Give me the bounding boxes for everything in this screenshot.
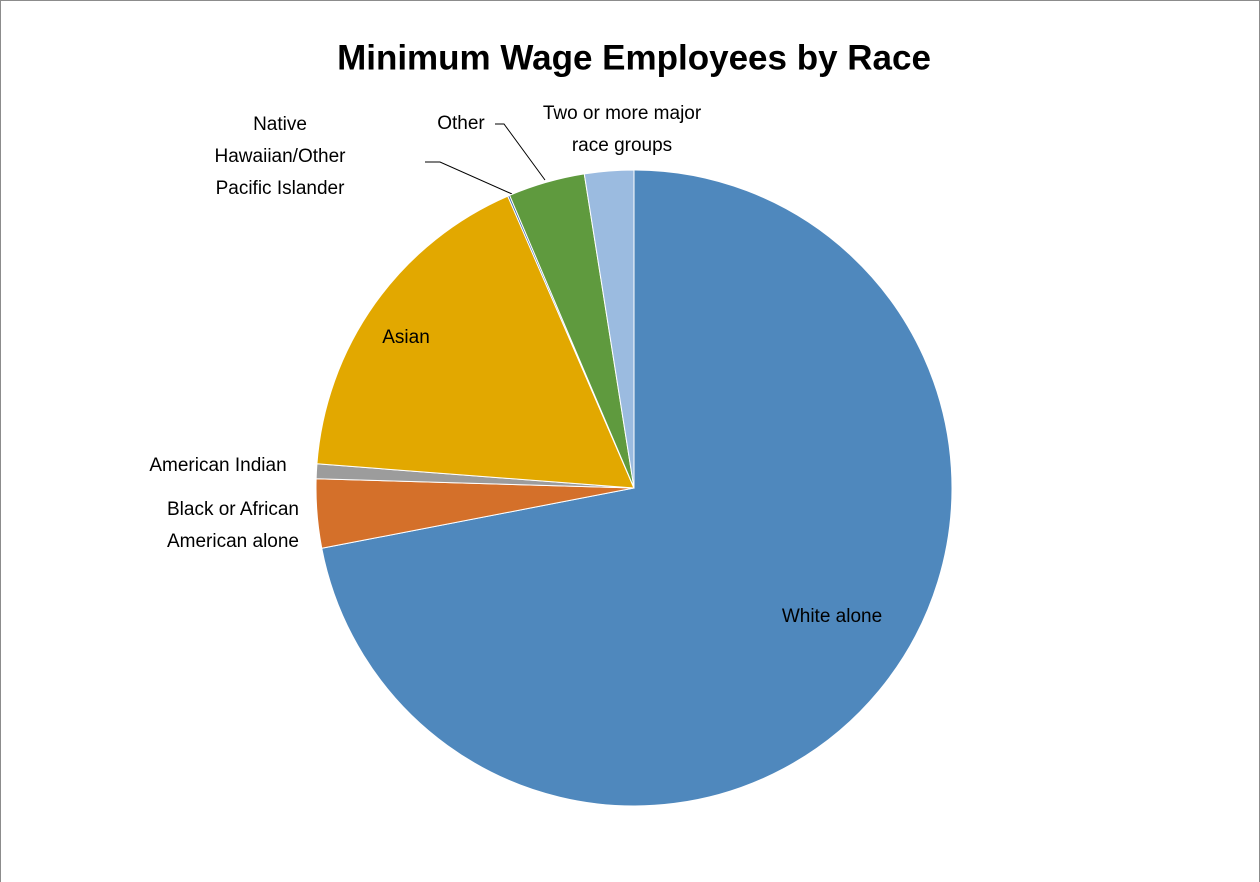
pie-slice [583,169,635,489]
slice-label: American Indian [149,455,286,476]
slice-label: Two or more major race groups [543,103,702,156]
chart-title: Minimum Wage Employees by Race [337,38,931,77]
slice-label: Black or African American alone [167,499,299,552]
slice-label: Native Hawaiian/Other Pacific Islander [215,114,347,199]
slice-label: Asian [382,327,430,348]
pie-slice [321,169,953,807]
leader-line [425,161,513,195]
leader-line [495,123,546,181]
slice-label: White alone [782,606,882,627]
pie-slice [316,195,635,489]
slice-label: Other [437,113,485,134]
